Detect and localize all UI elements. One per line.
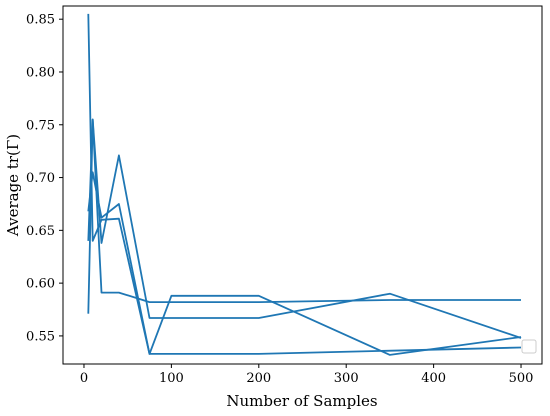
x-axis: 0 100 200 300 400 500 [80, 364, 534, 386]
series-line-2 [87, 118, 521, 304]
y-tick-label: 0.70 [26, 171, 55, 186]
x-tick-label: 200 [246, 371, 271, 386]
x-tick-label: 100 [159, 371, 184, 386]
series-line-3 [87, 118, 522, 339]
y-axis-label: Average tr(Γ) [4, 134, 22, 237]
y-tick-label: 0.75 [26, 118, 55, 133]
plot-frame [62, 5, 543, 365]
y-axis: 0.55 0.60 0.65 0.70 0.75 0.80 0.85 [26, 13, 63, 344]
x-tick-label: 0 [80, 371, 88, 386]
chart-marks [87, 13, 522, 356]
y-tick-label: 0.85 [26, 13, 55, 28]
x-tick-label: 500 [509, 371, 534, 386]
x-tick-label: 400 [421, 371, 446, 386]
series-line-1 [87, 13, 522, 355]
y-tick-label: 0.55 [26, 329, 55, 344]
series-line-4 [87, 171, 522, 356]
x-tick-label: 300 [334, 371, 359, 386]
y-tick-label: 0.80 [26, 65, 55, 80]
legend-box [521, 339, 537, 354]
y-tick-label: 0.65 [26, 224, 55, 239]
y-tick-label: 0.60 [26, 277, 55, 292]
x-axis-label: Number of Samples [226, 392, 377, 410]
